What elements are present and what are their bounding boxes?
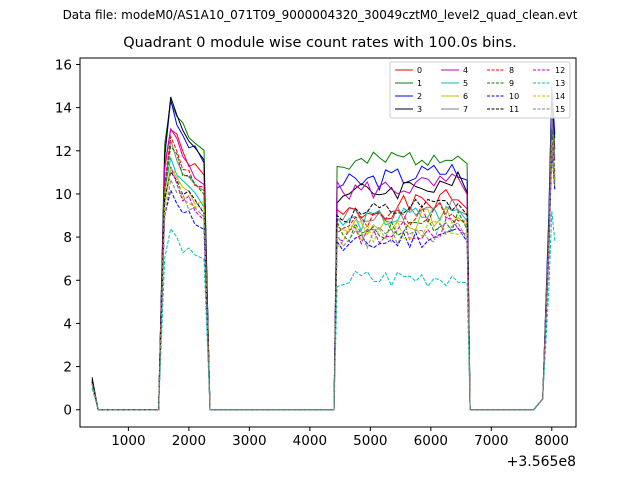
x-axis: 1000 2000 3000 4000 5000 6000 7000 8000 [111,427,569,449]
legend-label-11: 11 [509,105,519,114]
y-axis: 0 2 4 6 8 10 12 14 16 [55,57,80,419]
y-tick-label: 6 [63,273,72,289]
y-tick-label: 8 [63,230,72,246]
legend-label-2: 2 [417,92,422,101]
legend-label-9: 9 [509,79,514,88]
legend-label-4: 4 [463,66,468,75]
figure-supertitle: Data file: modeM0/AS1A10_071T09_90000043… [62,8,578,22]
x-tick-label: 1000 [111,433,145,449]
y-tick-label: 16 [55,57,72,73]
legend-label-5: 5 [463,79,468,88]
legend-box [389,61,571,119]
legend-label-1: 1 [417,79,422,88]
x-axis-offset-label: +3.565e8 [507,454,576,470]
legend-label-12: 12 [555,66,565,75]
series-line-1 [91,90,556,411]
y-tick-label: 14 [55,101,72,117]
y-tick-label: 10 [55,187,72,203]
x-tick-label: 6000 [414,433,448,449]
legend-label-6: 6 [463,92,468,101]
legend-label-3: 3 [417,105,422,114]
series-line-3 [91,96,556,411]
x-tick-label: 3000 [232,433,266,449]
legend-label-15: 15 [555,105,565,114]
x-tick-label: 2000 [172,433,206,449]
series-layer [91,86,556,411]
y-tick-label: 0 [63,403,72,419]
legend-label-10: 10 [509,92,519,101]
series-line-7 [91,111,556,411]
x-tick-label: 5000 [353,433,387,449]
x-tick-label: 8000 [535,433,569,449]
y-tick-label: 4 [63,316,72,332]
y-tick-label: 2 [63,360,72,376]
legend-label-14: 14 [555,92,565,101]
y-tick-label: 12 [55,144,72,160]
x-tick-label: 7000 [474,433,508,449]
legend-label-0: 0 [417,66,422,75]
axes-frame [79,57,577,428]
legend-label-7: 7 [463,105,468,114]
legend-label-13: 13 [555,79,565,88]
series-line-15 [91,146,556,411]
chart-title: Quadrant 0 module wise count rates with … [123,35,517,51]
legend-label-8: 8 [509,66,514,75]
x-tick-label: 4000 [293,433,327,449]
series-line-2 [91,86,556,411]
